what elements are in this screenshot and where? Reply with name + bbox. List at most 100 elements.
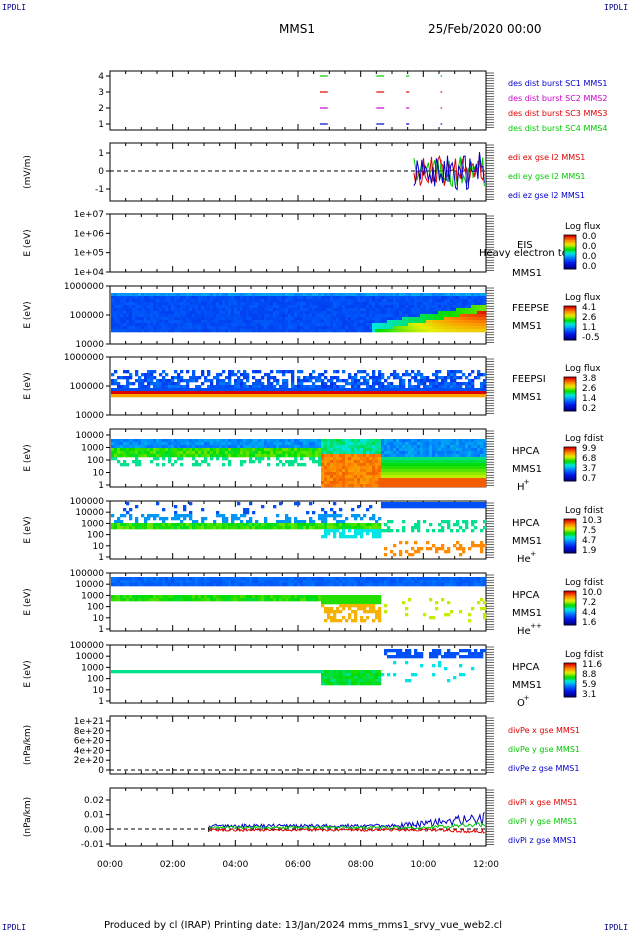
feeps-e-cell: [369, 323, 373, 327]
hpca-h-cell: [228, 445, 232, 449]
hpca-h-cell: [441, 454, 445, 458]
hpca-h-cell: [345, 454, 349, 458]
hpca-h-cell: [123, 448, 127, 452]
hpca-h-cell: [423, 442, 427, 446]
feeps-i-cell: [264, 391, 268, 395]
hpca-h-cell: [252, 454, 256, 458]
feeps-e-cell: [456, 296, 460, 300]
feeps-e-cell: [363, 296, 367, 300]
hpca-h-cell: [420, 481, 424, 485]
feeps-e-cell: [381, 311, 385, 315]
hpca-h-cell: [261, 454, 265, 458]
feeps-i-cell: [459, 382, 463, 386]
hpca-h-cell: [336, 466, 340, 470]
feeps-i-cell: [420, 388, 424, 392]
hpca-h-cell: [399, 478, 403, 482]
feeps-e-cell: [297, 296, 301, 300]
feeps-i-cell: [300, 382, 304, 386]
hpca-h-cell: [399, 454, 403, 458]
hpca-h-cell: [393, 472, 397, 476]
feeps-i-cell: [273, 379, 277, 383]
feeps-e-cell: [132, 302, 136, 306]
feeps-i-colorbar-tick: 0.2: [582, 404, 596, 414]
hpca-he-cell: [372, 523, 376, 527]
feeps-e-cell: [393, 317, 397, 321]
feeps-e-cell: [450, 299, 454, 303]
feeps-e-cell: [171, 317, 175, 321]
feeps-e-cell: [213, 317, 217, 321]
feeps-e-cell: [144, 305, 148, 309]
feeps-e-cell: [423, 299, 427, 303]
feeps-e-cell: [393, 320, 397, 324]
hpca-h-cell: [162, 454, 166, 458]
hpca-h-cell: [447, 463, 451, 467]
hpca-h-cell: [357, 463, 361, 467]
feeps-e-cell: [252, 323, 256, 327]
feeps-e-cell: [186, 311, 190, 315]
feeps-e-cell: [234, 308, 238, 312]
feeps-i-cell: [192, 373, 196, 377]
feeps-e-cell: [195, 329, 199, 333]
feeps-i-cell: [186, 379, 190, 383]
feeps-i-cell: [294, 391, 298, 395]
hpca-h-cell: [474, 445, 478, 449]
hpca-he-cell: [321, 523, 325, 527]
hpca-h-ytick-label: 1000: [81, 444, 104, 454]
feeps-e-cell: [396, 293, 400, 297]
hpca-h-cell: [465, 454, 469, 458]
feeps-e-cell: [279, 326, 283, 330]
feeps-i-cell: [345, 382, 349, 386]
hpca-h-cell: [408, 457, 412, 461]
feeps-e-cell: [309, 320, 313, 324]
feeps-e-cell: [438, 326, 442, 330]
feeps-e-cell: [327, 314, 331, 318]
feeps-e-cell: [171, 311, 175, 315]
feeps-e-cell: [189, 317, 193, 321]
feeps-i-cell: [207, 370, 211, 374]
feeps-e-cell: [117, 320, 121, 324]
hpca-h-cell: [387, 451, 391, 455]
feeps-e-cell: [126, 296, 130, 300]
feeps-e-cell: [225, 299, 229, 303]
hpca-h-cell: [366, 481, 370, 485]
feeps-e-cell: [192, 308, 196, 312]
feeps-e-cell: [192, 302, 196, 306]
feeps-i-cell: [348, 373, 352, 377]
hpca-h-cell: [237, 445, 241, 449]
feeps-e-cell: [198, 305, 202, 309]
feeps-e-cell: [483, 323, 487, 327]
feeps-e-cell: [327, 302, 331, 306]
hpca-h-cell: [189, 454, 193, 458]
hpca-h-cell: [240, 442, 244, 446]
hpca-h-cell: [360, 448, 364, 452]
feeps-e-cell: [285, 314, 289, 318]
hpca-h-cell: [453, 475, 457, 479]
feeps-e-cell: [285, 326, 289, 330]
feeps-e-cell: [144, 311, 148, 315]
feeps-i-cell: [366, 373, 370, 377]
hpca-h-cell: [117, 445, 121, 449]
hpca-h-cell: [336, 463, 340, 467]
hpca-h-cell: [204, 448, 208, 452]
hpca-h-cell: [267, 451, 271, 455]
feeps-e-cell: [222, 329, 226, 333]
hpca-h-cell: [450, 448, 454, 452]
hpca-h-cell: [432, 469, 436, 473]
feeps-e-cell: [261, 299, 265, 303]
feeps-i-cell: [114, 394, 118, 398]
feeps-e-cell: [348, 314, 352, 318]
feeps-i-cell: [357, 382, 361, 386]
hpca-h-cell: [321, 457, 325, 461]
feeps-i-cell: [282, 394, 286, 398]
hpca-he-cell: [285, 514, 289, 518]
feeps-e-cell: [222, 323, 226, 327]
hpca-h-cell: [369, 463, 373, 467]
edi-e-series-1: [413, 156, 485, 188]
hpca-he-cell: [396, 529, 400, 533]
feeps-e-cell: [351, 293, 355, 297]
feeps-e-cell: [177, 320, 181, 324]
feeps-i-cell: [183, 379, 187, 383]
feeps-e-cell: [237, 299, 241, 303]
feeps-e-cell: [348, 293, 352, 297]
feeps-i-colorbar-cell: [564, 392, 576, 395]
